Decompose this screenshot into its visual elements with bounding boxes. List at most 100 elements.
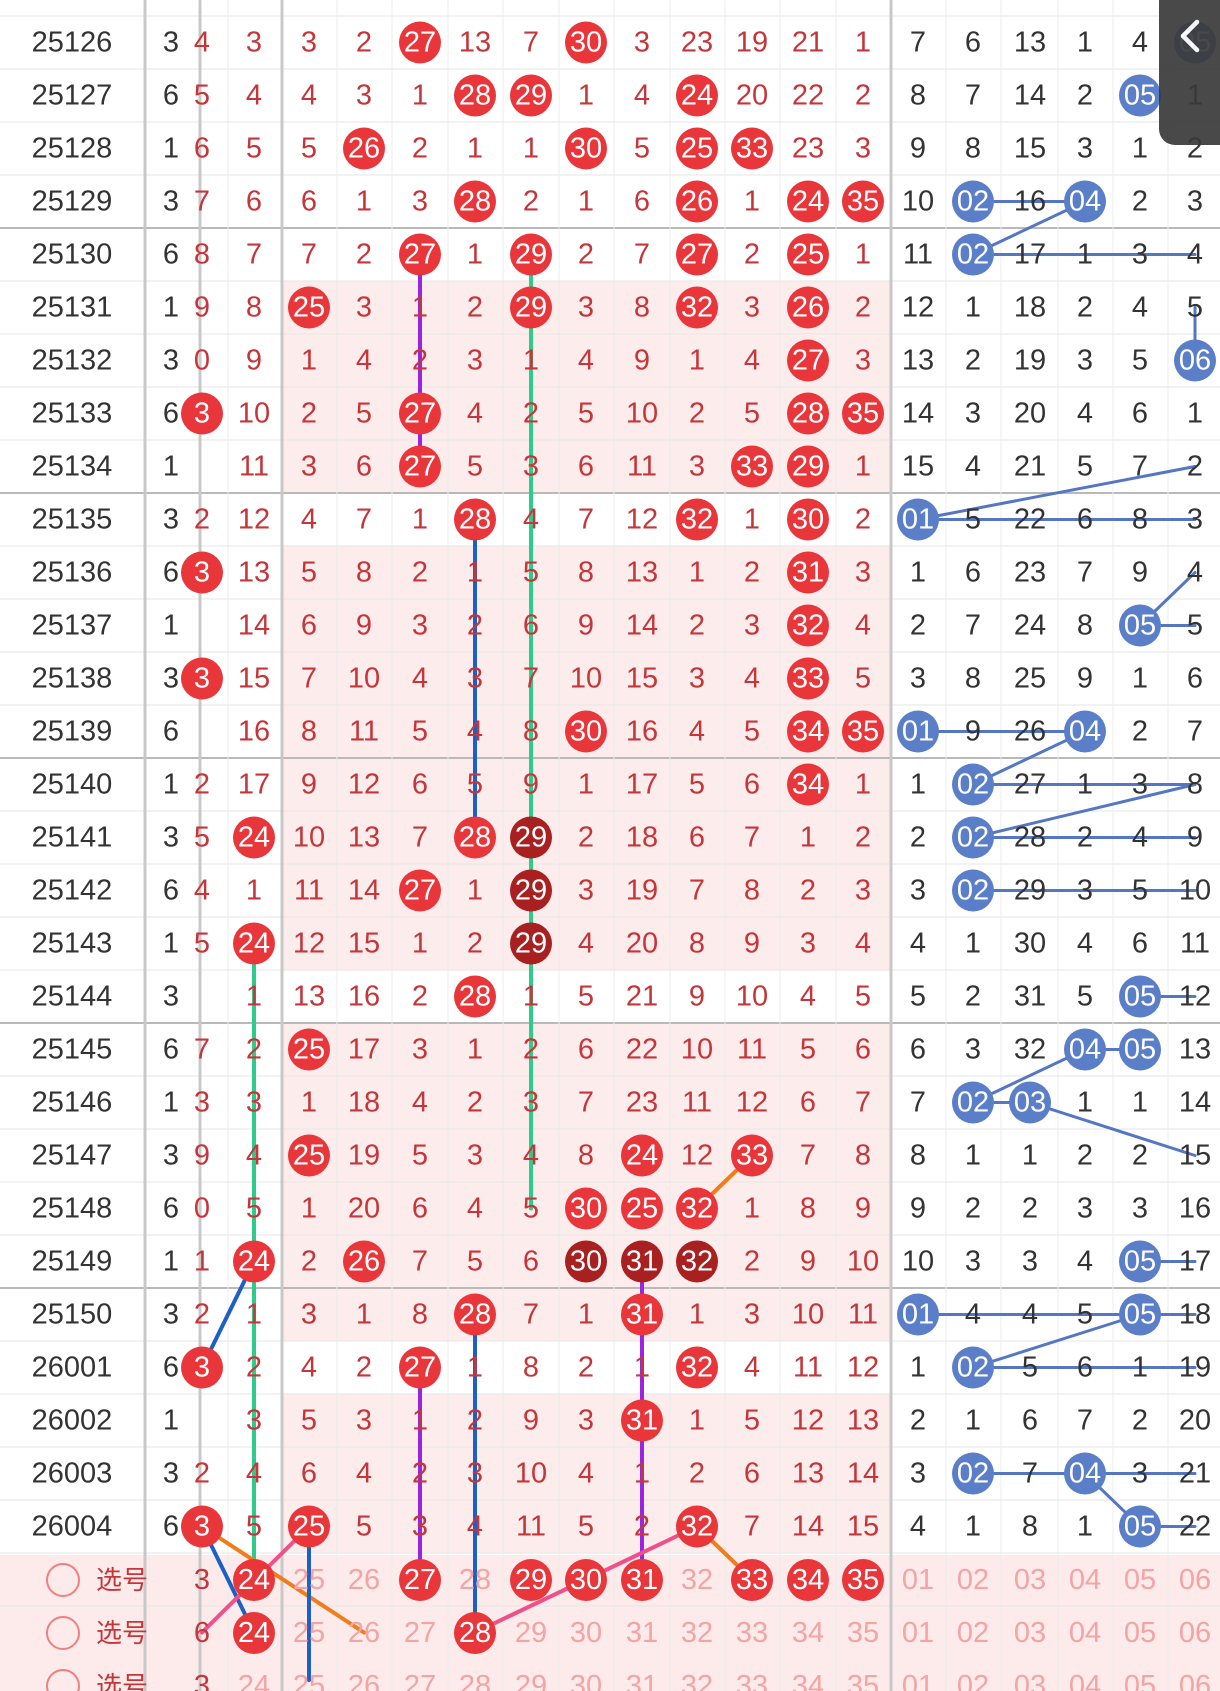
selected-ball[interactable]: [842, 1559, 884, 1601]
selection-option[interactable]: 33: [736, 1670, 768, 1691]
selection-option[interactable]: 26: [348, 1670, 380, 1691]
selection-option[interactable]: 26: [348, 1617, 380, 1649]
selection-option[interactable]: 32: [681, 1670, 713, 1691]
miss-count: 5: [523, 1193, 539, 1225]
selected-number[interactable]: 31: [626, 1564, 658, 1596]
selection-option[interactable]: 35: [847, 1670, 879, 1691]
miss-count: 7: [523, 1299, 539, 1331]
selected-number[interactable]: 28: [459, 1617, 491, 1649]
miss-count: 2: [744, 557, 760, 589]
selection-option[interactable]: 32: [681, 1617, 713, 1649]
selection-option[interactable]: 26: [348, 1564, 380, 1596]
number-ball: [510, 74, 552, 117]
selected-ball[interactable]: [510, 1559, 552, 1601]
selected-ball[interactable]: [731, 1559, 773, 1601]
miss-count: 2: [523, 398, 539, 430]
selected-ball[interactable]: [787, 1559, 829, 1601]
selection-option[interactable]: 3: [194, 1564, 210, 1596]
selection-option[interactable]: 34: [792, 1617, 824, 1649]
blue-selection-option[interactable]: 01: [902, 1617, 934, 1649]
selection-option[interactable]: 25: [293, 1670, 325, 1691]
blue-miss-count: 6: [1132, 398, 1148, 430]
blue-selection-option[interactable]: 03: [1014, 1617, 1046, 1649]
blue-selection-option[interactable]: 02: [957, 1670, 989, 1691]
radio-circle-icon[interactable]: [46, 1616, 80, 1650]
selection-option[interactable]: 29: [515, 1670, 547, 1691]
blue-ball-number: 05: [1124, 1246, 1156, 1278]
blue-selection-option[interactable]: 06: [1179, 1564, 1211, 1596]
selection-option[interactable]: 32: [681, 1564, 713, 1596]
blue-selection-option[interactable]: 03: [1014, 1564, 1046, 1596]
number-ball: [454, 975, 496, 1018]
selected-number[interactable]: 24: [238, 1564, 270, 1596]
blue-miss-count: 4: [1077, 928, 1093, 960]
selection-option[interactable]: 34: [792, 1670, 824, 1691]
miss-count: 3: [412, 1034, 428, 1066]
selection-option[interactable]: 25: [293, 1617, 325, 1649]
selection-option[interactable]: 28: [459, 1670, 491, 1691]
select-label[interactable]: 选号: [96, 1671, 148, 1691]
blue-selection-option[interactable]: 04: [1069, 1670, 1101, 1691]
miss-count: 4: [523, 1140, 539, 1172]
selection-option[interactable]: 30: [570, 1670, 602, 1691]
blue-selection-option[interactable]: 03: [1014, 1670, 1046, 1691]
select-label[interactable]: 选号: [96, 1565, 148, 1595]
radio-circle-icon[interactable]: [46, 1563, 80, 1597]
blue-miss-count: 2: [1077, 80, 1093, 112]
selected-number[interactable]: 33: [736, 1564, 768, 1596]
selected-ball[interactable]: [233, 1559, 275, 1601]
selected-number[interactable]: 24: [238, 1617, 270, 1649]
selected-number[interactable]: 30: [570, 1564, 602, 1596]
miss-count: 1: [467, 875, 483, 907]
selection-option[interactable]: 24: [238, 1670, 270, 1691]
miss-count: 1: [467, 1034, 483, 1066]
number-ball: [565, 1240, 607, 1283]
selection-option[interactable]: 30: [570, 1617, 602, 1649]
blue-ball: [1064, 1452, 1106, 1495]
miss-count: 14: [626, 610, 658, 642]
selected-number[interactable]: 27: [404, 1564, 436, 1596]
miss-count: 2: [855, 822, 871, 854]
selection-option[interactable]: 3: [194, 1670, 210, 1691]
selection-option[interactable]: 25: [293, 1564, 325, 1596]
selected-ball[interactable]: [454, 1612, 496, 1654]
miss-count: 1: [578, 186, 594, 218]
selection-option[interactable]: 28: [459, 1564, 491, 1596]
back-button[interactable]: [1159, 0, 1220, 145]
selection-option[interactable]: 31: [626, 1617, 658, 1649]
miss-count: 8: [523, 1352, 539, 1384]
blue-selection-option[interactable]: 06: [1179, 1670, 1211, 1691]
sum-value: 6: [163, 1352, 179, 1384]
selection-option[interactable]: 29: [515, 1617, 547, 1649]
select-label[interactable]: 选号: [96, 1618, 148, 1648]
blue-selection-option[interactable]: 02: [957, 1617, 989, 1649]
selection-option[interactable]: 27: [404, 1617, 436, 1649]
blue-selection-option[interactable]: 04: [1069, 1564, 1101, 1596]
blue-miss-count: 1: [1132, 1352, 1148, 1384]
blue-ball-number: 02: [957, 239, 989, 271]
miss-count: 10: [238, 398, 270, 430]
row-highlight: [282, 1500, 892, 1553]
blue-selection-option[interactable]: 04: [1069, 1617, 1101, 1649]
selected-number[interactable]: 34: [792, 1564, 824, 1596]
selected-ball[interactable]: [233, 1612, 275, 1654]
blue-selection-option[interactable]: 05: [1124, 1617, 1156, 1649]
blue-miss-count: 3: [1132, 239, 1148, 271]
selection-option[interactable]: 33: [736, 1617, 768, 1649]
blue-selection-option[interactable]: 05: [1124, 1564, 1156, 1596]
selected-ball[interactable]: [621, 1559, 663, 1601]
blue-selection-option[interactable]: 01: [902, 1564, 934, 1596]
selection-option[interactable]: 27: [404, 1670, 436, 1691]
blue-selection-option[interactable]: 01: [902, 1670, 934, 1691]
selection-option[interactable]: 35: [847, 1617, 879, 1649]
blue-selection-option[interactable]: 05: [1124, 1670, 1156, 1691]
selection-option[interactable]: 6: [194, 1617, 210, 1649]
selection-option[interactable]: 31: [626, 1670, 658, 1691]
radio-circle-icon[interactable]: [46, 1669, 80, 1691]
selected-number[interactable]: 35: [847, 1564, 879, 1596]
blue-selection-option[interactable]: 02: [957, 1564, 989, 1596]
blue-selection-option[interactable]: 06: [1179, 1617, 1211, 1649]
selected-number[interactable]: 29: [515, 1564, 547, 1596]
selected-ball[interactable]: [565, 1559, 607, 1601]
selected-ball[interactable]: [399, 1559, 441, 1601]
